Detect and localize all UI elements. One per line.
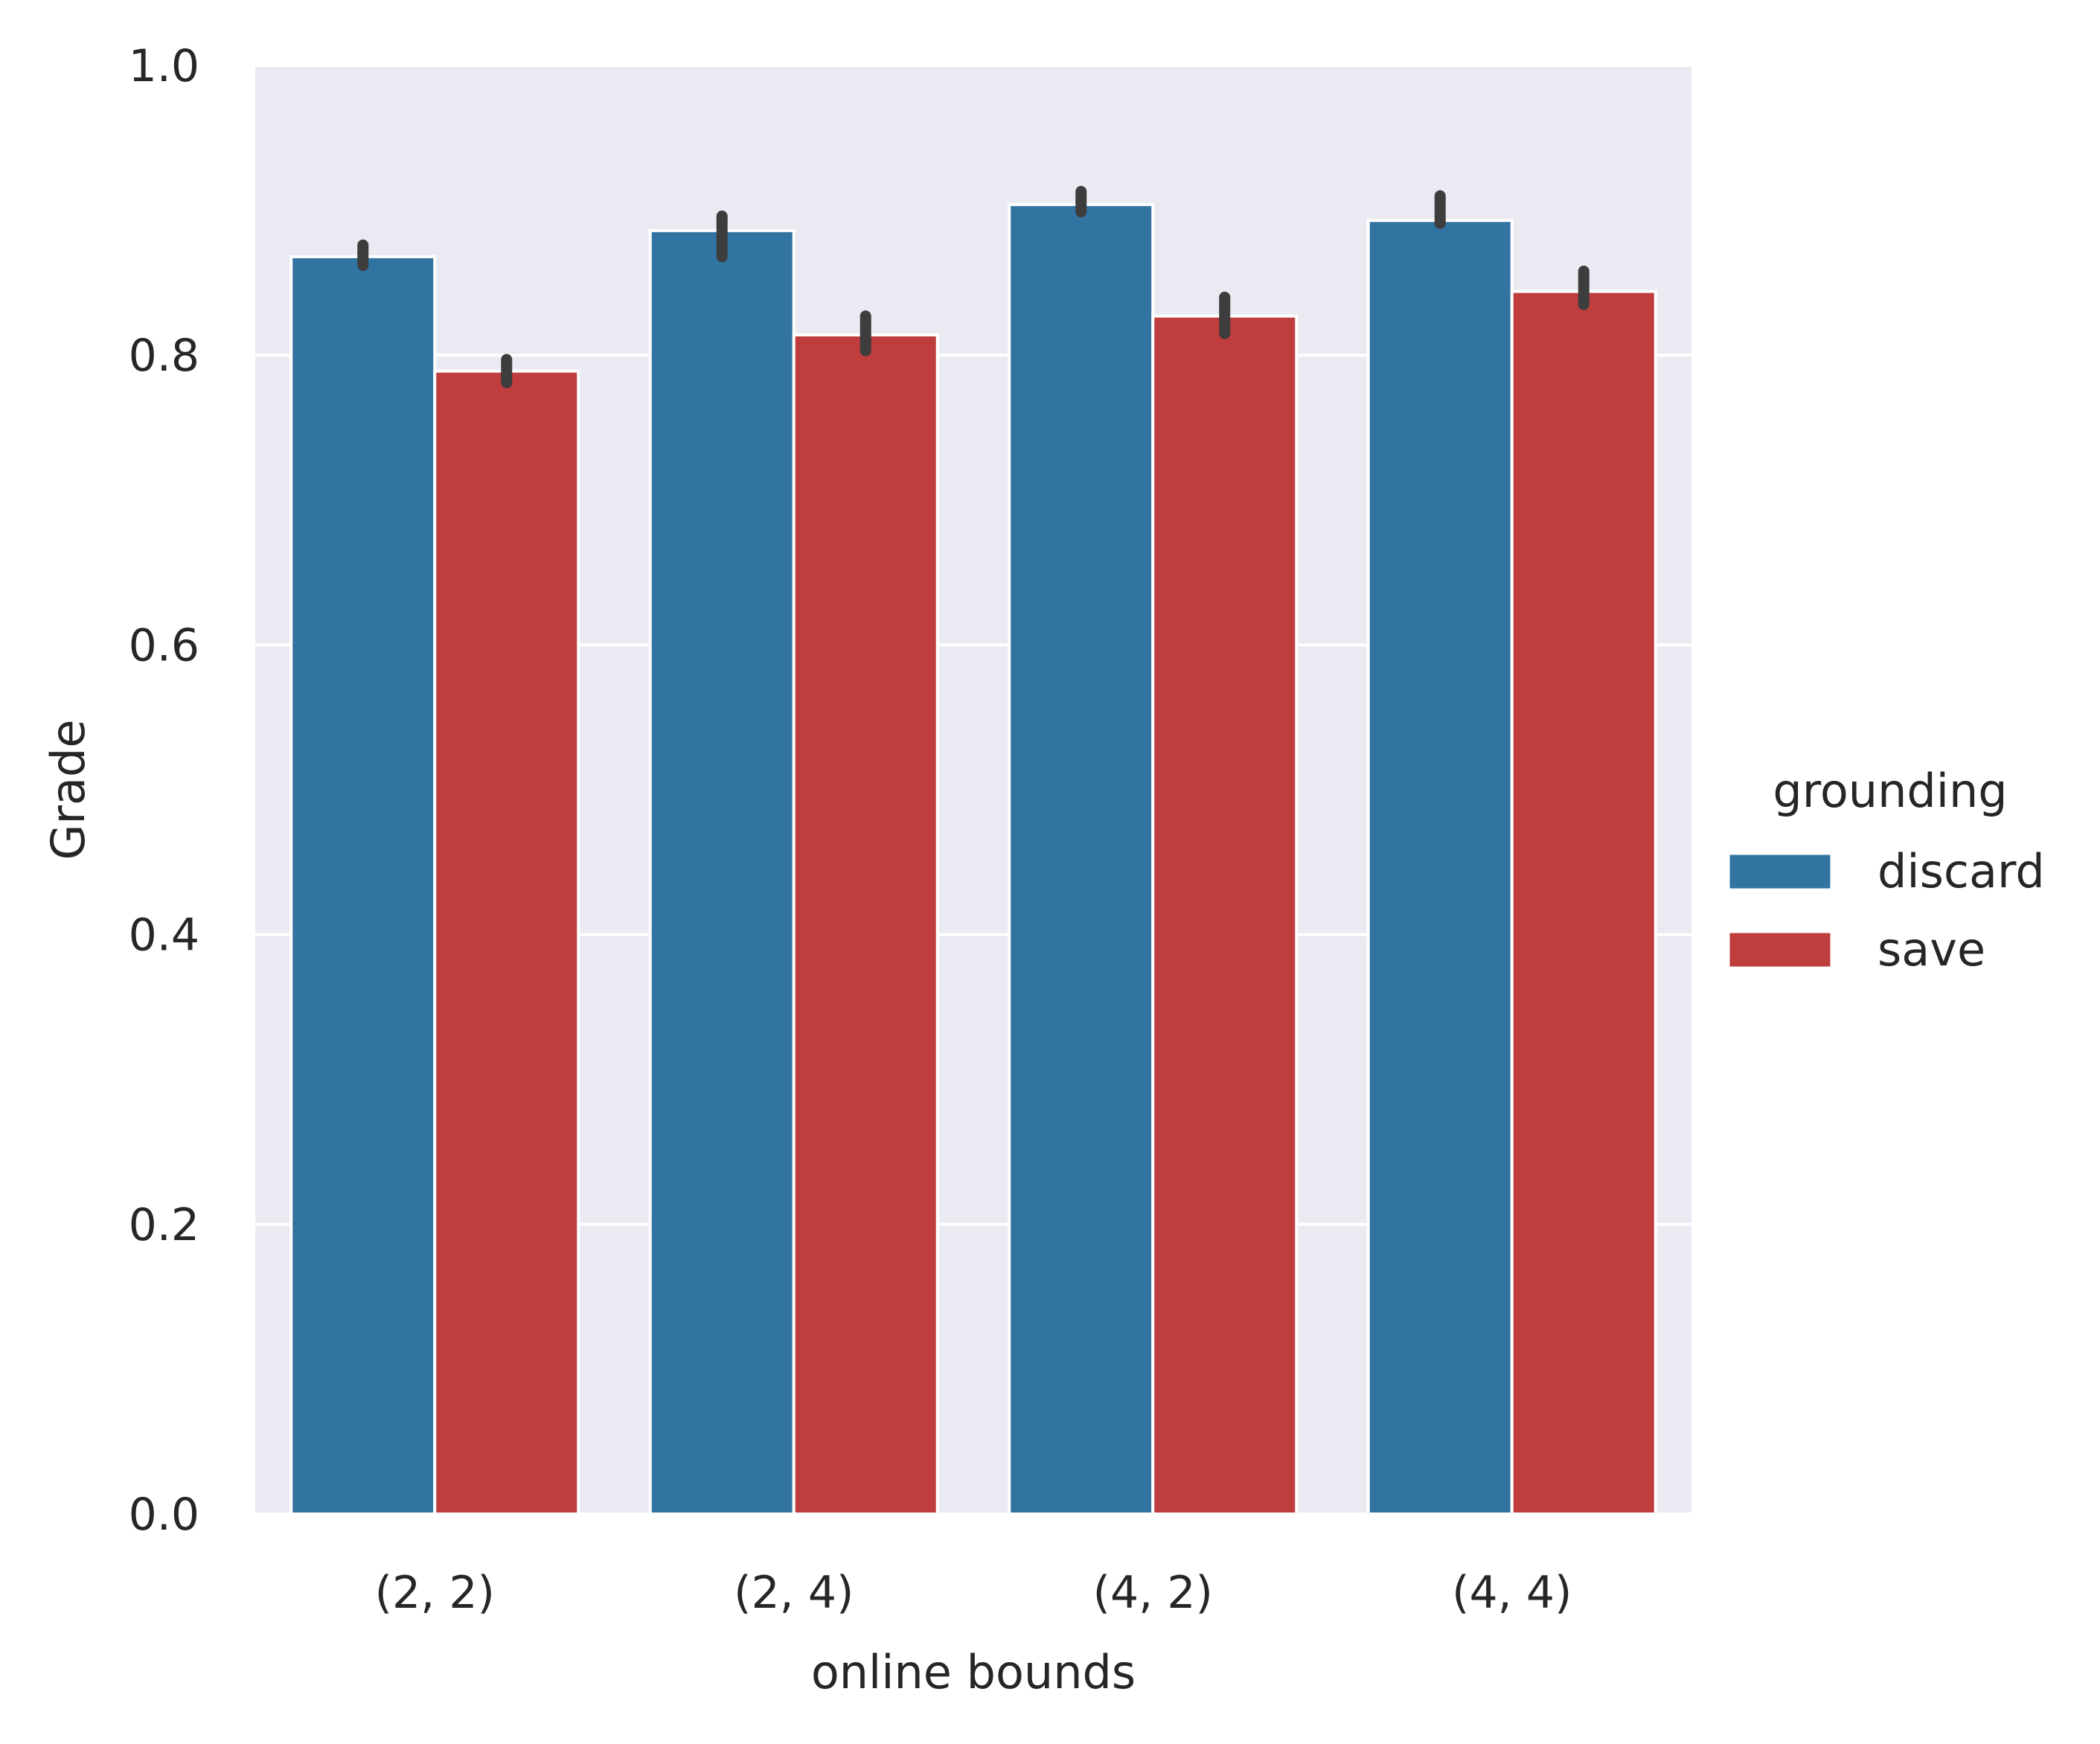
bar-discard-3 xyxy=(1366,219,1514,1515)
bar-save-2 xyxy=(1151,314,1299,1516)
bar-save-3 xyxy=(1510,290,1657,1515)
y-tick-label: 0.8 xyxy=(129,330,199,382)
y-tick-labels: 0.0 0.2 0.4 0.6 0.8 1.0 xyxy=(129,40,199,1541)
y-tick-label: 0.4 xyxy=(129,910,199,962)
legend-label-save: save xyxy=(1877,922,1985,977)
legend-swatch-discard xyxy=(1727,852,1833,891)
bar-discard-0 xyxy=(289,255,437,1516)
y-axis-label: Grade xyxy=(41,719,95,860)
x-axis-label: online bounds xyxy=(811,1645,1136,1699)
legend-title: grounding xyxy=(1773,764,2007,818)
y-tick-label: 0.2 xyxy=(129,1199,199,1251)
legend-label-discard: discard xyxy=(1877,844,2045,898)
x-tick-label: (2, 2) xyxy=(375,1567,495,1619)
legend-swatch-save xyxy=(1727,930,1833,969)
y-tick-label: 0.0 xyxy=(129,1489,199,1541)
legend: grounding discard save xyxy=(1727,764,2045,977)
error-bars xyxy=(357,185,1590,389)
bar-save-1 xyxy=(792,333,939,1515)
bar-save-0 xyxy=(433,369,580,1516)
bars xyxy=(289,202,1657,1516)
y-tick-label: 0.6 xyxy=(129,619,199,671)
x-tick-label: (4, 2) xyxy=(1093,1567,1213,1619)
x-tick-labels: (2, 2) (2, 4) (4, 2) (4, 4) xyxy=(375,1567,1572,1619)
x-tick-label: (4, 4) xyxy=(1452,1567,1572,1619)
x-tick-label: (2, 4) xyxy=(734,1567,854,1619)
bar-discard-2 xyxy=(1008,202,1155,1515)
y-tick-label: 1.0 xyxy=(129,40,199,92)
legend-items: discard save xyxy=(1727,844,2045,977)
bar-discard-1 xyxy=(648,229,795,1515)
